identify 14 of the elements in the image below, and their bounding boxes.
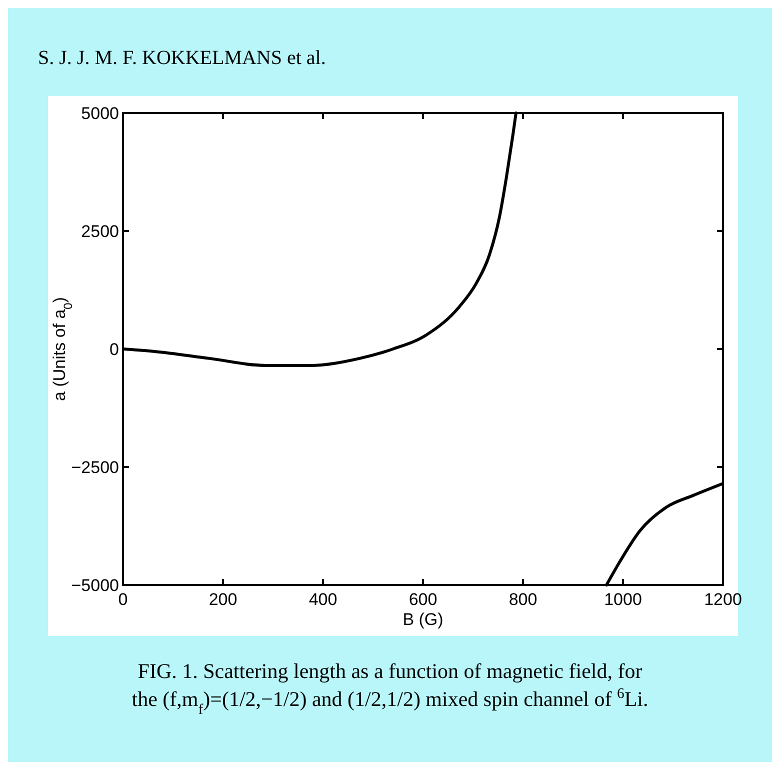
x-tick-label: 1200 [704, 590, 742, 609]
x-axis-title: B (G) [402, 610, 444, 629]
text: S. J. J. M. F. KOKKELMANS et al. [38, 47, 326, 69]
y-tick-label: 2500 [81, 222, 119, 241]
y-tick-label: −5000 [71, 576, 119, 595]
x-tick-label: 1000 [604, 590, 642, 609]
x-tick-label: 200 [208, 590, 238, 609]
caption: FIG. 1. Scattering length as a function of magnetic field, for the (f,m$_{f}$)=(1/2,−1/2) and (1/2,1/2) mixed spin channel of $^{6}$Li. [132, 659, 648, 718]
x-tick-label: 800 [508, 590, 538, 609]
x-tick-label: 600 [408, 590, 438, 609]
y-tick-label: 0 [110, 340, 119, 359]
x-tick-label: 400 [308, 590, 338, 609]
y-tick-label: −2500 [71, 458, 119, 477]
y-tick-label: 5000 [81, 104, 119, 123]
